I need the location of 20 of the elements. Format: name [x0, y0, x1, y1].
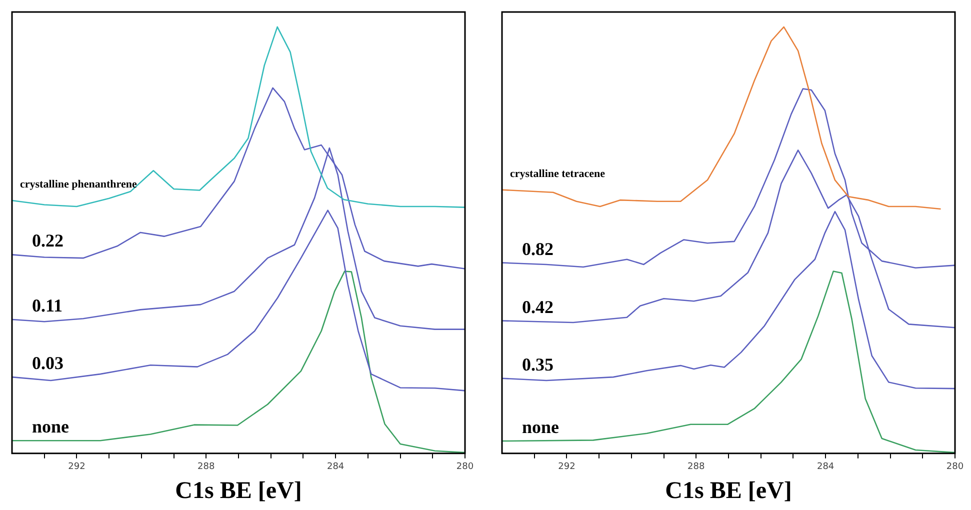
series-label: none	[522, 417, 560, 438]
series-label: 0.11	[32, 295, 63, 316]
x-tick-label: 292	[68, 462, 86, 472]
series-label: crystalline phenanthrene	[20, 178, 137, 190]
series-label: 0.22	[32, 230, 64, 251]
series-label: none	[32, 416, 70, 437]
x-axis-title: C1s BE [eV]	[175, 478, 302, 504]
x-tick-label: 284	[326, 462, 344, 472]
series-label: 0.35	[522, 354, 554, 374]
series-label: crystalline tetracene	[510, 168, 606, 180]
x-tick-label: 280	[946, 462, 964, 472]
series-label: 0.42	[522, 296, 554, 317]
series-label: 0.82	[522, 238, 554, 259]
x-tick-label: 292	[558, 462, 576, 472]
x-tick-label: 284	[816, 462, 834, 472]
x-tick-label: 280	[456, 462, 474, 472]
series-label: 0.03	[32, 353, 64, 374]
x-tick-label: 288	[198, 462, 215, 472]
x-axis-title: C1s BE [eV]	[665, 478, 792, 504]
x-tick-label: 288	[688, 462, 705, 472]
